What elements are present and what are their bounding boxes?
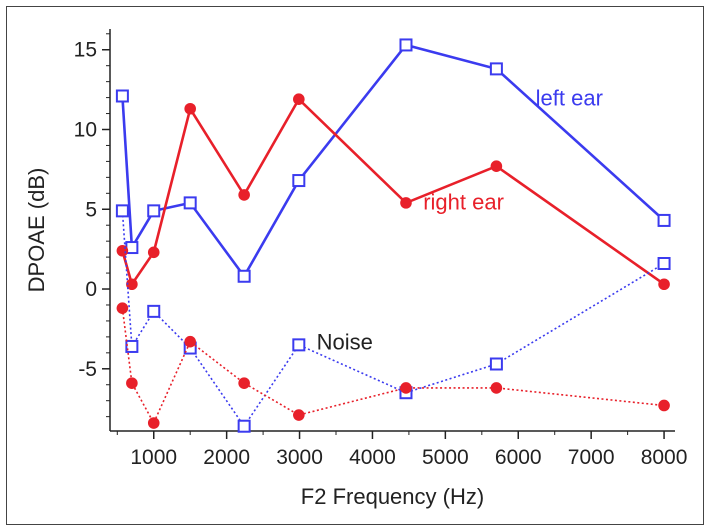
data-point	[147, 304, 161, 318]
series-2	[116, 93, 670, 291]
y-ticks: -5 0 5 10 15	[74, 33, 110, 418]
x-tick-label: 7000	[568, 446, 615, 469]
x-ticks: 1000 2000 3000 4000 5000 6000 7000 8000	[116, 431, 688, 469]
data-point	[292, 174, 306, 188]
data-point	[237, 269, 251, 283]
data-point	[147, 417, 160, 429]
data-point	[238, 377, 250, 389]
data-point	[115, 204, 129, 218]
data-point	[399, 38, 413, 52]
annotation-label: left ear	[536, 86, 603, 111]
y-tick-label: 15	[74, 39, 97, 62]
data-point	[125, 339, 139, 353]
dpoae-chart: -5 0 5 10 15 1000 2000 3000 4000 5000 6000 7000 800…	[24, 29, 688, 509]
annotation-label: Noise	[317, 330, 373, 355]
data-point	[126, 278, 138, 291]
y-tick-label: -5	[78, 358, 97, 381]
data-point	[126, 377, 138, 389]
x-axis-title: F2 Frequency (Hz)	[301, 484, 484, 509]
series-3	[115, 204, 671, 433]
data-point	[238, 189, 250, 201]
y-axis-title: DPOAE (dB)	[24, 168, 49, 293]
x-tick-label: 3000	[276, 446, 323, 469]
series-1	[115, 38, 671, 283]
data-point	[147, 204, 161, 218]
data-point	[293, 409, 305, 421]
data-point	[489, 357, 503, 371]
x-tick-label: 5000	[422, 446, 469, 469]
series-line	[121, 210, 665, 428]
series-line	[121, 43, 665, 279]
data-point	[657, 213, 671, 227]
data-point	[116, 244, 129, 257]
data-point	[657, 257, 671, 270]
annotation-label: right ear	[423, 189, 504, 214]
data-point	[489, 62, 503, 76]
data-point	[658, 278, 670, 291]
data-point	[400, 382, 412, 394]
series-line	[121, 308, 665, 425]
data-point	[147, 246, 160, 259]
data-point	[293, 93, 305, 105]
x-tick-label: 1000	[130, 446, 177, 469]
series-layer	[115, 38, 671, 433]
data-point	[115, 89, 129, 103]
data-point	[490, 382, 503, 394]
data-point	[183, 196, 197, 210]
x-tick-label: 6000	[495, 446, 542, 469]
chart-frame: -5 0 5 10 15 1000 2000 3000 4000 5000 6000 7000 800…	[6, 6, 704, 525]
x-tick-label: 4000	[349, 446, 396, 469]
y-tick-label: 10	[74, 119, 97, 142]
x-tick-label: 8000	[641, 446, 688, 469]
series-4	[116, 302, 670, 429]
data-point	[400, 197, 412, 209]
data-point	[490, 160, 503, 172]
data-point	[116, 302, 129, 314]
data-point	[292, 338, 306, 352]
y-tick-label: 5	[85, 198, 97, 221]
x-tick-label: 2000	[203, 446, 250, 469]
data-point	[658, 399, 670, 412]
data-point	[184, 102, 196, 115]
annotations: left ear right ear Noise	[317, 86, 603, 355]
y-tick-label: 0	[85, 278, 97, 301]
data-point	[237, 419, 251, 433]
series-line	[121, 97, 665, 288]
axes	[109, 29, 675, 432]
data-point	[184, 335, 196, 348]
